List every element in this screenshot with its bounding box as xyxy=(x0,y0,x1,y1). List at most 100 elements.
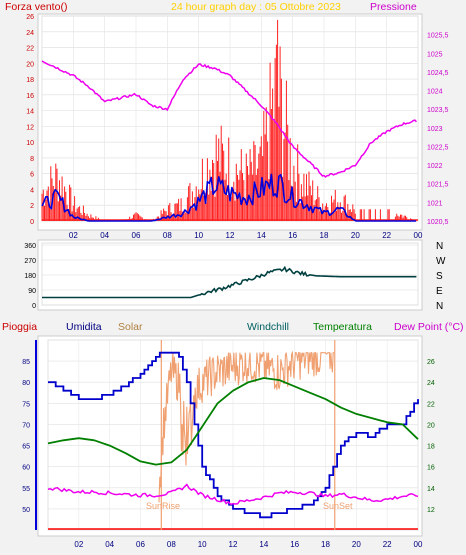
legend-umidita: Umidita xyxy=(66,321,102,333)
wind-x-tick-20: 20 xyxy=(351,231,360,240)
humidity-x-tick-04: 04 xyxy=(105,540,114,549)
wind-y-tick-2: 2 xyxy=(30,203,34,210)
sunrise-label: SunRise xyxy=(146,501,180,511)
legend-dewpoint: Dew Point (°C) xyxy=(394,321,464,333)
wind-avg-line xyxy=(41,173,417,222)
legend-pioggia: Pioggia xyxy=(2,321,37,333)
humidity-y-tick-75: 75 xyxy=(22,401,30,408)
humidity-y-tick-65: 65 xyxy=(22,444,30,451)
pressure-y-tick-1022: 1022 xyxy=(427,163,443,170)
direction-series xyxy=(42,265,417,299)
sunset-label: SunSet xyxy=(323,501,353,511)
pressure-y-tick-1021,5: 1021,5 xyxy=(427,182,449,189)
compass-S-2: S xyxy=(436,271,443,282)
humidity-x-tick-02: 02 xyxy=(74,540,83,549)
temperature-y-tick-26: 26 xyxy=(427,359,435,366)
legend-windchill: Windchill xyxy=(247,321,289,333)
temperature-y-tick-16: 16 xyxy=(427,465,435,472)
humidity-x-tick-22: 22 xyxy=(383,540,392,549)
humidity-y-tick-80: 80 xyxy=(22,380,30,387)
humidity-x-tick-14: 14 xyxy=(259,540,268,549)
pressure-y-tick-1022,5: 1022,5 xyxy=(427,144,449,151)
compass-E-3: E xyxy=(436,286,443,297)
humidity-x-tick-20: 20 xyxy=(352,540,361,549)
pressure-y-tick-1025,5: 1025,5 xyxy=(427,33,449,40)
direction-y-tick-0: 0 xyxy=(32,303,36,310)
title-center: 24 hour graph day : 05 Ottobre 2023 xyxy=(171,1,341,13)
wind-y-tick-24: 24 xyxy=(26,30,34,37)
compass-N-0: N xyxy=(436,241,443,252)
humidity-x-tick-12: 12 xyxy=(229,540,238,549)
wind-y-tick-20: 20 xyxy=(26,61,34,68)
temperature-line xyxy=(47,377,419,466)
wind-x-tick-16: 16 xyxy=(288,231,297,240)
pressure-y-tick-1025: 1025 xyxy=(427,51,443,58)
title-left: Forza vento() xyxy=(5,1,67,13)
pressure-y-tick-1023,5: 1023,5 xyxy=(427,107,449,114)
wind-y-tick-22: 22 xyxy=(26,46,34,53)
wind-y-tick-6: 6 xyxy=(30,172,34,179)
wind-x-tick-22: 22 xyxy=(382,231,391,240)
humidity-x-tick-16: 16 xyxy=(290,540,299,549)
pressure-y-tick-1021: 1021 xyxy=(427,200,443,207)
humidity-y-tick-70: 70 xyxy=(22,422,30,429)
wind-y-tick-12: 12 xyxy=(26,124,34,131)
direction-y-tick-180: 180 xyxy=(24,273,36,280)
wind-y-tick-16: 16 xyxy=(26,93,34,100)
legend-temperatura: Temperatura xyxy=(313,321,372,333)
wind-x-tick-08: 08 xyxy=(163,231,172,240)
wind-x-tick-00: 00 xyxy=(414,231,423,240)
direction-grid xyxy=(42,244,418,306)
temperature-y-tick-22: 22 xyxy=(427,401,435,408)
direction-y-tick-270: 270 xyxy=(24,258,36,265)
pressure-y-tick-1020,5: 1020,5 xyxy=(427,219,449,226)
humidity-x-tick-10: 10 xyxy=(198,540,207,549)
compass-N-4: N xyxy=(436,301,443,312)
wind-x-axis: 02 04 06 08 10 12 14 16 18 20 22 00 xyxy=(69,231,423,240)
temperature-y-tick-20: 20 xyxy=(427,422,435,429)
title-right: Pressione xyxy=(370,1,417,13)
solar-line xyxy=(158,350,334,503)
humidity-x-axis: 02 04 06 08 10 12 14 16 18 20 22 00 xyxy=(74,540,423,549)
wind-y-tick-26: 26 xyxy=(26,14,34,21)
humidity-y-axis: 50 55 60 65 70 75 80 85 xyxy=(22,359,30,514)
wind-y-tick-10: 10 xyxy=(26,140,34,147)
pressure-y-axis: 1020,5 1021 1021,5 1022 1022,5 1023 1023,5 1024… xyxy=(427,33,449,226)
wind-y-tick-18: 18 xyxy=(26,77,34,84)
wind-x-tick-04: 04 xyxy=(100,231,109,240)
pressure-y-tick-1023: 1023 xyxy=(427,126,443,133)
temperature-y-tick-18: 18 xyxy=(427,444,435,451)
temperature-y-axis: 12 14 16 18 20 22 24 26 xyxy=(427,359,435,514)
wind-x-tick-14: 14 xyxy=(257,231,266,240)
direction-y-axis: 0 90 180 270 360 xyxy=(24,243,36,310)
temperature-y-tick-14: 14 xyxy=(427,486,435,493)
wind-series xyxy=(41,19,418,222)
dewpoint-line xyxy=(47,483,419,506)
wind-x-tick-18: 18 xyxy=(320,231,329,240)
humidity-x-tick-18: 18 xyxy=(321,540,330,549)
humidity-x-tick-08: 08 xyxy=(167,540,176,549)
wind-x-tick-06: 06 xyxy=(132,231,141,240)
humidity-x-tick-00: 00 xyxy=(414,540,423,549)
panel-direction-plot xyxy=(41,242,419,306)
compass-W-1: W xyxy=(436,256,446,267)
direction-line xyxy=(42,265,417,299)
humidity-y-tick-50: 50 xyxy=(22,507,30,514)
pressure-y-tick-1024: 1024 xyxy=(427,89,443,96)
temperature-y-tick-12: 12 xyxy=(427,507,435,514)
pressure-y-tick-1024,5: 1024,5 xyxy=(427,70,449,77)
humidity-y-tick-85: 85 xyxy=(22,359,30,366)
wind-y-tick-14: 14 xyxy=(26,109,34,116)
temperature-y-tick-24: 24 xyxy=(427,380,435,387)
humidity-y-tick-60: 60 xyxy=(22,465,30,472)
humidity-x-tick-06: 06 xyxy=(136,540,145,549)
direction-y-tick-360: 360 xyxy=(24,243,36,250)
humidity-series xyxy=(47,340,419,530)
wind-x-tick-02: 02 xyxy=(69,231,78,240)
wind-x-tick-12: 12 xyxy=(226,231,235,240)
humidity-grid xyxy=(48,340,419,530)
